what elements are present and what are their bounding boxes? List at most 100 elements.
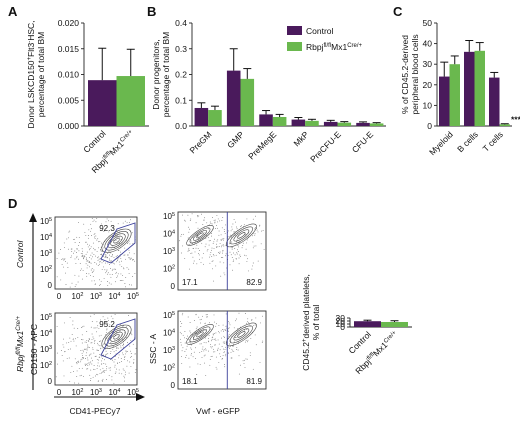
flow-plot-left-1-event [76, 361, 78, 363]
flow-plot-right-1-event [206, 316, 208, 318]
flow-plot-right-0-event [257, 231, 259, 233]
flow-plot-right-1-event [198, 316, 200, 318]
flow-plot-right-0-event [216, 227, 218, 229]
flow-plot-left-0-event [99, 248, 101, 250]
flow-plot-left-0-event [109, 273, 111, 275]
flow-plot-left-0-event [86, 275, 88, 277]
panel-label-c: C [393, 4, 403, 19]
flow-plot-right-0-event [257, 260, 259, 262]
flow-plot-right-1-event [249, 354, 251, 356]
flow-plot-left-1-event [110, 353, 112, 354]
flow-plot-left-1-event [75, 338, 76, 340]
flow-plot-right-1-event [222, 354, 224, 356]
flow-plot-right-1-event [214, 344, 216, 346]
flow-plot-left-1-event [112, 318, 114, 320]
flow-plot-right-1-event [230, 357, 232, 359]
flow-plot-right-0-event [206, 222, 208, 224]
flow-plot-right-0-event [207, 249, 209, 251]
flow-plot-left-1-event [130, 332, 132, 334]
flow-plot-left-0-event [112, 268, 114, 270]
flow-plot-right-1-event [191, 353, 192, 355]
flow-plot-right-1-event [180, 321, 181, 323]
flow-plot-right-1-event [214, 338, 216, 340]
flow-plot-right-1-event [219, 349, 221, 351]
flow-plot-left-1-event [112, 359, 114, 361]
flow-plot-left-1-event [90, 380, 91, 381]
flow-plot-right-0-event [204, 217, 206, 219]
flow-plot-right-0-event [182, 233, 184, 235]
flow-plot-left-0-event [112, 262, 114, 264]
flow-plot-right-0-y-tick-label: 103 [163, 247, 175, 256]
flow-plot-right-0-event [223, 231, 225, 233]
flow-plot-left-0-event [88, 229, 90, 231]
flow-plot-left-1-event [68, 342, 70, 344]
flow-plot-right-1-event [184, 351, 186, 352]
flow-plot-right-1-event [246, 329, 248, 330]
flow-plot-left-1-event [91, 338, 93, 340]
flow-y-arrowhead [29, 213, 37, 222]
flow-plot-right-0-event [261, 230, 263, 232]
flow-plot-left-0-event [95, 221, 97, 223]
flow-plot-right-1-event [244, 329, 246, 331]
flow-plot-right-0-event [213, 241, 215, 243]
flow-plot-right-0-event [191, 252, 193, 254]
flow-plot-right-0-event [210, 249, 212, 251]
flow-plot-right-0-event [235, 258, 237, 260]
flow-plot-right-0-event [190, 240, 192, 242]
flow-plot-left-1-event [130, 365, 132, 367]
flow-plot-right-0-event [245, 255, 247, 257]
flow-plot-right-0-event [198, 238, 200, 239]
flow-plot-right-1-event [189, 341, 191, 343]
flow-plot-left-1-event [120, 358, 122, 359]
flow-plot-left-1-event [102, 316, 104, 318]
flow-plot-right-0-event [239, 256, 241, 258]
flow-plot-left-0-event [70, 248, 72, 250]
flow-plot-left-1-event [122, 338, 123, 340]
flow-plot-right-1-event [244, 359, 245, 361]
flow-plot-right-1-event [189, 366, 191, 368]
flow-plot-right-1-event [213, 339, 215, 341]
flow-plot-right-0-event [184, 219, 186, 221]
flow-plot-left-0-event [68, 231, 70, 233]
flow-x-arrowhead [136, 393, 145, 401]
flow-plot-left-0-event [104, 262, 106, 264]
flow-plot-left-0-event [94, 262, 96, 263]
flow-plot-left-0-contour [101, 228, 132, 253]
flow-plot-right-1-event [234, 337, 236, 338]
flow-plot-right-0-event [182, 245, 184, 247]
flow-plot-right-1-event [215, 366, 217, 368]
flow-plot-right-1-event [242, 360, 244, 362]
flow-plot-right-0-event [233, 219, 235, 221]
flow-plot-right-0-event [227, 254, 229, 256]
flow-plot-left-0-event [65, 272, 66, 274]
flow-plot-left-1-event [106, 329, 108, 331]
chart-b-bar [272, 116, 287, 126]
flow-plot-left-0-event [128, 272, 130, 274]
flow-plot-left-0-event [109, 264, 110, 265]
flow-plot-right-0-event [203, 263, 204, 265]
flow-plot-right-1-event [222, 341, 224, 343]
flow-plot-left-0-event [75, 284, 77, 286]
legend-swatch-rbpj [287, 42, 302, 51]
flow-plot-left-1-event [126, 326, 128, 328]
flow-plot-left-0-event [74, 238, 76, 240]
flow-plot-right-1-event [211, 347, 213, 349]
flow-plot-right-0-event [252, 247, 254, 249]
flow-plot-left-1-event [135, 347, 137, 349]
flow-plot-right-1-event [222, 358, 223, 359]
flow-plot-left-1-event [126, 365, 128, 367]
flow-plot-left-0-event [87, 235, 89, 236]
flow-plot-left-1-event [68, 357, 70, 359]
chart-d-y-tick-label: 30 [336, 313, 346, 323]
flow-plot-right-0-event [215, 265, 217, 267]
flow-plot-left-1-event [88, 362, 90, 364]
flow-plot-left-0-event [78, 258, 79, 260]
flow-plot-right-1-event [224, 337, 225, 339]
flow-plot-left-0-event [75, 263, 77, 265]
flow-plot-right-0-event [223, 245, 225, 247]
flow-plot-left-1-event [72, 320, 74, 322]
flow-plot-left-0-event [78, 275, 80, 277]
flow-plot-left-0-event [90, 230, 92, 232]
flow-plot-right-1-event [223, 343, 225, 344]
flow-plot-left-0-event [68, 237, 69, 239]
